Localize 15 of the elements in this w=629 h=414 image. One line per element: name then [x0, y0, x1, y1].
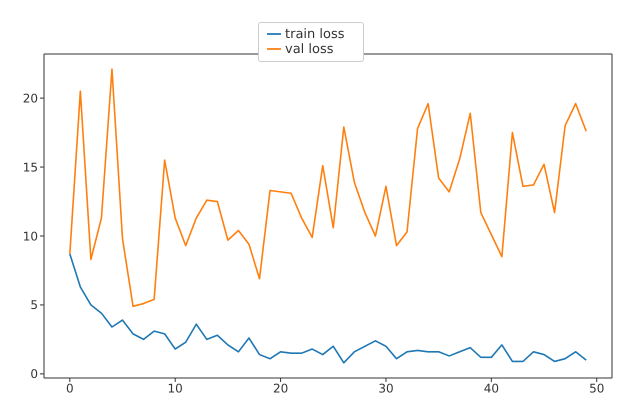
- line-series: [69, 253, 587, 364]
- y-tick-label: 15: [22, 160, 38, 174]
- legend-label: train loss: [285, 27, 345, 42]
- x-tick-label: 40: [484, 382, 499, 396]
- x-tick-label: 30: [378, 382, 394, 396]
- x-tick-label: 0: [66, 382, 74, 396]
- y-tick-label: 10: [22, 229, 38, 244]
- legend-label: val loss: [285, 42, 334, 57]
- y-tick-label: 20: [22, 91, 38, 106]
- x-tick-label: 10: [168, 382, 183, 396]
- y-tick-label: 0: [30, 367, 38, 382]
- x-tick-label: 20: [272, 382, 288, 396]
- x-tick-label: 50: [589, 382, 604, 396]
- y-tick-label: 5: [30, 298, 38, 312]
- line-series: [69, 68, 587, 308]
